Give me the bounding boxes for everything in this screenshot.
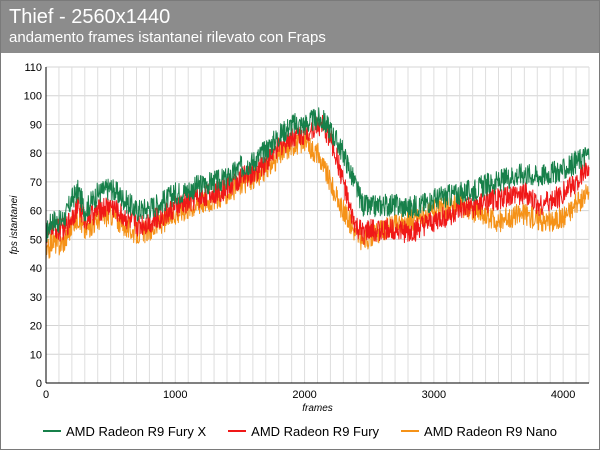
- chart-title: Thief - 2560x1440: [9, 6, 171, 28]
- legend-swatch-nano: [401, 430, 420, 432]
- chart-header: Thief - 2560x1440 andamento frames istan…: [1, 1, 599, 53]
- legend-label-fury: AMD Radeon R9 Fury: [251, 423, 380, 439]
- legend-swatch-fury-x: [42, 430, 61, 432]
- y-axis-label: fps istantanei: [9, 195, 20, 255]
- y-tick-label: 110: [24, 62, 42, 74]
- y-tick-label: 40: [30, 263, 42, 275]
- y-tick-label: 90: [30, 119, 42, 131]
- y-tick-label: 10: [30, 349, 42, 361]
- y-tick-label: 100: [24, 91, 42, 103]
- y-tick-label: 0: [36, 378, 42, 390]
- legend-item-fury-x: AMD Radeon R9 Fury X: [42, 423, 207, 439]
- x-tick-labels: 0 1000 2000 3000 4000: [43, 389, 575, 401]
- y-tick-label: 50: [30, 234, 42, 246]
- y-tick-label: 20: [30, 321, 42, 333]
- x-tick-label: 2000: [292, 389, 316, 401]
- x-tick-label: 0: [43, 389, 49, 401]
- axes: [45, 67, 589, 384]
- legend-label-fury-x: AMD Radeon R9 Fury X: [65, 423, 207, 439]
- series-line-0: [45, 107, 590, 243]
- y-tick-label: 30: [30, 292, 42, 304]
- y-tick-label: 80: [30, 148, 42, 160]
- series-line-2: [45, 130, 590, 261]
- chart-subtitle: andamento frames istantanei rilevato con…: [9, 29, 326, 46]
- y-tick-label: 60: [30, 206, 42, 218]
- legend: AMD Radeon R9 Fury X AMD Radeon R9 Fury …: [1, 419, 599, 443]
- x-axis-label: frames: [302, 403, 333, 414]
- x-tick-label: 4000: [551, 389, 575, 401]
- y-tick-labels: 0 10 20 30 40 50 60 70 80 90 100 110: [24, 62, 42, 390]
- line-chart: 0 10 20 30 40 50 60 70 80 90 100 110 0 1000 2000 3000 4…: [9, 62, 590, 414]
- series-layer: [45, 107, 590, 261]
- legend-label-nano: AMD Radeon R9 Nano: [424, 423, 558, 439]
- legend-swatch-fury: [228, 430, 247, 432]
- legend-item-fury: AMD Radeon R9 Fury: [228, 424, 379, 439]
- x-tick-label: 3000: [422, 389, 446, 401]
- x-tick-label: 1000: [163, 389, 187, 401]
- y-tick-label: 70: [30, 177, 42, 189]
- legend-item-nano: AMD Radeon R9 Nano: [401, 424, 557, 439]
